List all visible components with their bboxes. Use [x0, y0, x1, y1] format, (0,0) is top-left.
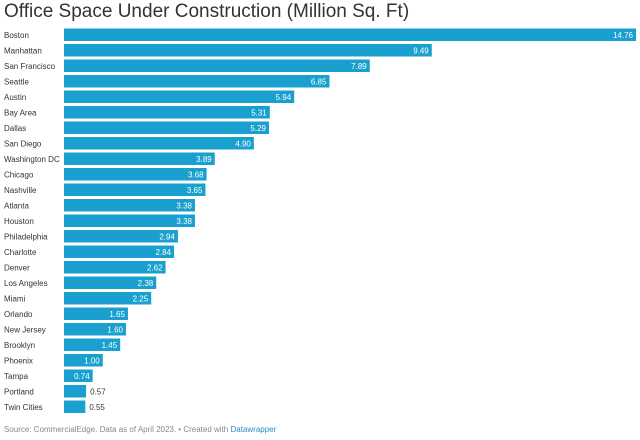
category-label: San Francisco: [4, 62, 56, 71]
value-label: 4.90: [235, 139, 251, 148]
value-label: 1.00: [84, 356, 100, 365]
category-label: Twin Cities: [4, 403, 43, 412]
bar: [64, 137, 254, 150]
bar: [64, 183, 206, 196]
value-label: 7.89: [351, 62, 367, 71]
value-label: 1.60: [107, 325, 123, 334]
bar: [64, 369, 93, 382]
chart-title: Office Space Under Construction (Million…: [4, 1, 410, 22]
category-label: Nashville: [4, 186, 37, 195]
category-label: Phoenix: [4, 356, 33, 365]
source-note: Source: CommercialEdge. Data as of April…: [4, 425, 276, 434]
value-label: 2.84: [155, 248, 171, 257]
category-label: Charlotte: [4, 248, 37, 257]
category-label: Seattle: [4, 77, 29, 86]
value-label: 3.38: [176, 201, 192, 210]
source-text: Source: CommercialEdge. Data as of April…: [4, 425, 229, 434]
bar: [64, 400, 86, 413]
category-label: Bay Area: [4, 108, 37, 117]
bar: [64, 44, 432, 57]
value-label: 5.94: [276, 93, 292, 102]
bar: [64, 261, 166, 274]
value-label: 1.45: [102, 341, 118, 350]
value-label: 3.65: [187, 186, 203, 195]
value-label: 5.31: [251, 108, 267, 117]
category-label: Denver: [4, 263, 30, 272]
bar: [64, 338, 121, 351]
value-label: 2.38: [138, 279, 154, 288]
bar: [64, 106, 270, 119]
value-label: 1.65: [109, 310, 125, 319]
value-label: 2.25: [133, 294, 149, 303]
category-label: Orlando: [4, 310, 33, 319]
category-label: Philadelphia: [4, 232, 48, 241]
category-label: Tampa: [4, 372, 29, 381]
value-label: 9.49: [413, 46, 429, 55]
category-label: Houston: [4, 217, 34, 226]
datawrapper-link[interactable]: Datawrapper: [230, 425, 277, 434]
bar: [64, 28, 636, 41]
value-label: 3.89: [196, 155, 212, 164]
category-label: Los Angeles: [4, 279, 48, 288]
value-label: 6.85: [311, 77, 327, 86]
value-label: 0.55: [89, 403, 105, 412]
bar: [64, 245, 175, 258]
bar: [64, 385, 87, 398]
bar: [64, 152, 215, 165]
value-label: 2.62: [147, 263, 163, 272]
bar: [64, 307, 128, 320]
category-label: Atlanta: [4, 201, 29, 210]
category-label: San Diego: [4, 139, 42, 148]
bar: [64, 75, 330, 88]
category-label: Chicago: [4, 170, 34, 179]
bar-chart: Boston 14.76 Manhattan 9.49 San Francisco 7.8…: [4, 28, 636, 413]
value-label: 2.94: [159, 232, 175, 241]
bar: [64, 59, 370, 72]
bar: [64, 121, 270, 134]
value-label: 0.57: [90, 387, 106, 396]
category-label: New Jersey: [4, 325, 46, 334]
bar: [64, 199, 195, 212]
bar: [64, 168, 207, 181]
bar: [64, 292, 152, 305]
category-label: Washington DC: [4, 155, 60, 164]
bar: [64, 214, 195, 227]
category-label: Miami: [4, 294, 26, 303]
value-label: 3.68: [188, 170, 204, 179]
category-label: Dallas: [4, 124, 26, 133]
category-label: Brooklyn: [4, 341, 35, 350]
value-label: 3.38: [176, 217, 192, 226]
value-label: 14.76: [613, 31, 634, 40]
category-label: Manhattan: [4, 46, 42, 55]
value-label: 5.29: [250, 124, 266, 133]
bar: [64, 230, 178, 243]
bar: [64, 276, 157, 289]
value-label: 0.74: [74, 372, 90, 381]
bar: [64, 323, 127, 336]
bar: [64, 354, 103, 367]
category-label: Boston: [4, 31, 29, 40]
category-label: Austin: [4, 93, 26, 102]
bar: [64, 90, 295, 103]
category-label: Portland: [4, 387, 34, 396]
